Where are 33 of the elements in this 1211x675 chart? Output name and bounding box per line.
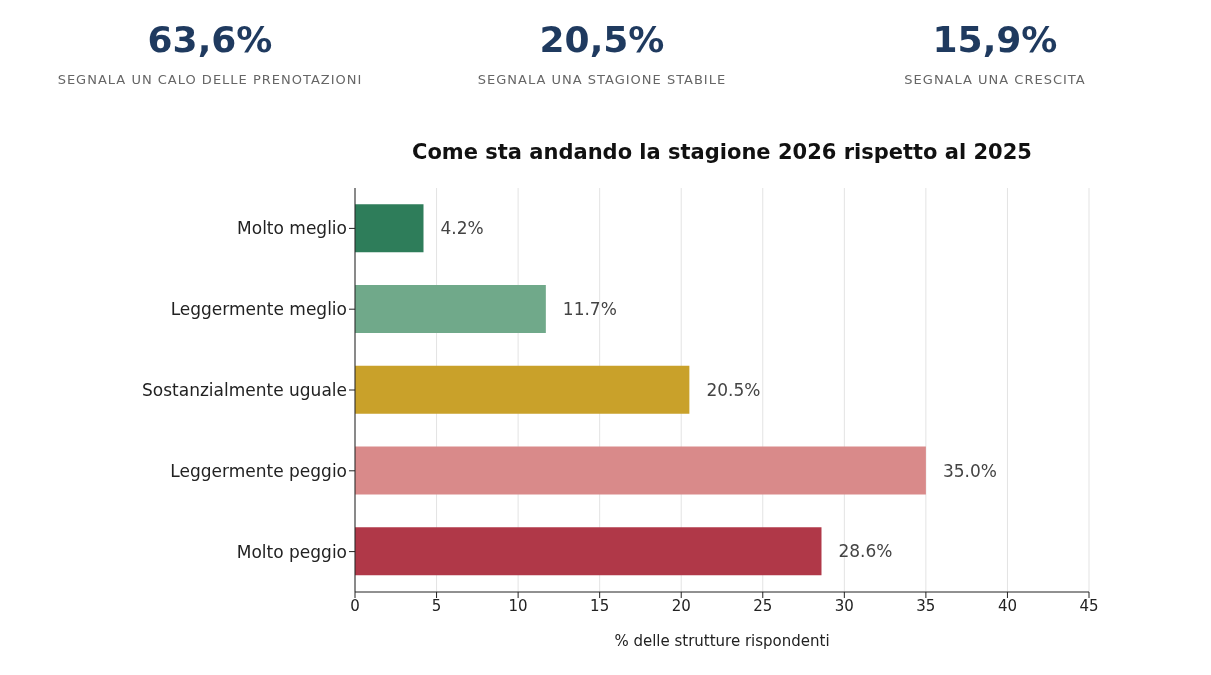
text: SEGNALA UNA CRESCITA <box>903 72 1087 87</box>
x-tick-label: 40 <box>997 596 1017 615</box>
text: 63,6% <box>146 18 274 62</box>
bar <box>355 204 424 253</box>
x-axis-title: % delle strutture rispondenti <box>614 632 830 650</box>
data-label: 4.2% <box>440 218 484 239</box>
x-tick-label: 0 <box>350 596 360 615</box>
y-tick-label: Leggermente peggio <box>170 460 347 481</box>
x-tick-label: 5 <box>431 596 442 615</box>
x-tick-label: 45 <box>1079 596 1099 615</box>
y-tick-label: Leggermente meglio <box>170 299 347 320</box>
bar <box>355 446 926 495</box>
x-tick-label: 10 <box>508 596 528 615</box>
x-tick-label: 35 <box>916 596 936 615</box>
data-label: 11.7% <box>562 298 617 319</box>
data-label: 28.6% <box>838 541 893 562</box>
x-tick-label: 30 <box>834 596 854 615</box>
text: 20,5% <box>538 18 666 62</box>
x-tick-label: 20 <box>671 596 691 615</box>
bar <box>355 284 546 333</box>
text: SEGNALA UN CALO DELLE PRENOTAZIONI <box>56 72 364 87</box>
data-label: 20.5% <box>706 379 761 400</box>
text: 15,9% <box>931 18 1059 62</box>
x-tick-label: 15 <box>590 596 610 615</box>
x-tick-label: 25 <box>753 596 773 615</box>
y-tick-label: Molto peggio <box>236 541 347 562</box>
bar <box>355 365 690 414</box>
text: SEGNALA UNA STAGIONE STABILE <box>476 72 728 87</box>
y-tick-label: Sostanzialmente uguale <box>142 380 347 401</box>
chart-title: Come sta andando la stagione 2026 rispetto al 2025 <box>411 140 1033 164</box>
y-tick-label: Molto meglio <box>237 218 347 239</box>
data-label: 35.0% <box>942 460 997 481</box>
bar <box>355 527 822 576</box>
